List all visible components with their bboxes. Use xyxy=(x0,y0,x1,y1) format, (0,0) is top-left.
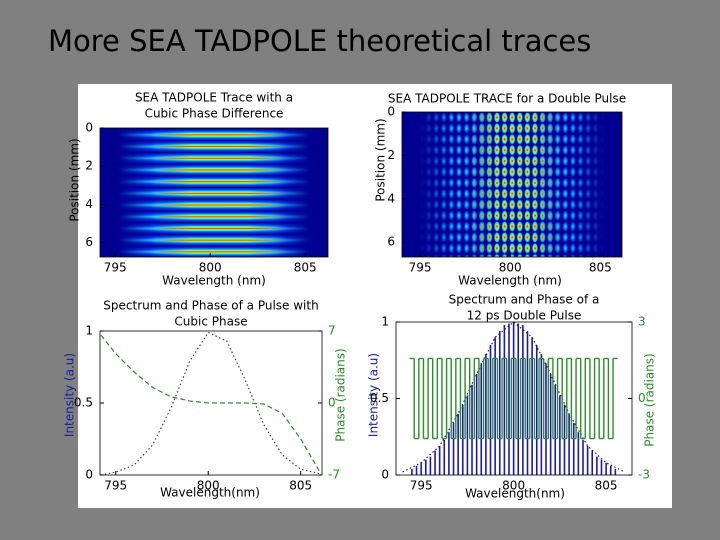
heatmap-image xyxy=(100,128,328,257)
y-tick-label: 4 xyxy=(85,197,93,211)
slide-title: More SEA TADPOLE theoretical traces xyxy=(48,24,591,58)
x-tick-label: 795 xyxy=(410,479,433,493)
y-axis-label: Intensity (a.u) xyxy=(367,353,381,437)
chart-title: 12 ps Double Pulse xyxy=(467,309,582,323)
x-tick-label: 805 xyxy=(294,261,317,275)
x-tick-label: 795 xyxy=(104,479,127,493)
x-tick-label: 795 xyxy=(409,261,432,275)
y2-tick-label: 0 xyxy=(638,391,646,405)
y-tick-label: 0.5 xyxy=(370,391,389,405)
x-tick-label: 800 xyxy=(199,261,222,275)
x-axis-label: Wavelength(nm) xyxy=(160,486,260,500)
y-axis-label: Intensity (a.u) xyxy=(63,353,77,437)
chart-title: Cubic Phase Difference xyxy=(145,107,284,121)
y2-tick-label: 7 xyxy=(328,324,336,338)
y-axis-label: Position (mm) xyxy=(374,118,388,201)
plot-frame xyxy=(395,321,633,476)
plot-frame xyxy=(401,111,623,258)
series-line xyxy=(100,334,320,472)
y2-axis-label: Phase (radians) xyxy=(643,353,657,446)
y-tick-label: 0 xyxy=(387,105,395,119)
y2-tick-label: -7 xyxy=(328,468,340,482)
plot-frame xyxy=(99,127,329,258)
x-axis-label: Wavelength (nm) xyxy=(162,274,266,288)
x-tick-label: 800 xyxy=(197,479,220,493)
x-tick-label: 805 xyxy=(589,261,612,275)
y-tick-label: 4 xyxy=(387,191,395,205)
y2-tick-label: 0 xyxy=(328,396,336,410)
x-axis-label: Wavelength (nm) xyxy=(458,274,562,288)
chart-title: Spectrum and Phase of a Pulse with xyxy=(103,299,318,313)
chart-title: SEA TADPOLE TRACE for a Double Pulse xyxy=(388,92,626,106)
heatmap-image xyxy=(402,112,622,257)
y-tick-label: 0.5 xyxy=(74,396,93,410)
y-tick-label: 2 xyxy=(387,148,395,162)
plot-frame xyxy=(99,330,323,476)
y-tick-label: 6 xyxy=(387,235,395,249)
chart-title: Spectrum and Phase of a xyxy=(449,293,600,307)
x-tick-label: 800 xyxy=(499,261,522,275)
y-tick-label: 2 xyxy=(85,159,93,173)
y-tick-label: 0 xyxy=(85,468,93,482)
y2-tick-label: 3 xyxy=(638,315,646,329)
chart-title: SEA TADPOLE Trace with a xyxy=(135,91,293,105)
x-tick-label: 805 xyxy=(595,479,618,493)
x-tick-label: 800 xyxy=(502,479,525,493)
y-tick-label: 1 xyxy=(381,315,389,329)
y-tick-label: 1 xyxy=(85,324,93,338)
y-axis-label: Position (mm) xyxy=(68,138,82,221)
y-tick-label: 6 xyxy=(85,235,93,249)
y2-axis-label: Phase (radians) xyxy=(334,348,348,441)
y-tick-label: 0 xyxy=(381,468,389,482)
y-tick-label: 0 xyxy=(85,121,93,135)
chart-title: Cubic Phase xyxy=(174,315,247,329)
x-tick-label: 805 xyxy=(289,479,312,493)
x-axis-label: Wavelength(nm) xyxy=(465,487,565,501)
x-tick-label: 795 xyxy=(104,261,127,275)
y2-tick-label: -3 xyxy=(638,468,650,482)
